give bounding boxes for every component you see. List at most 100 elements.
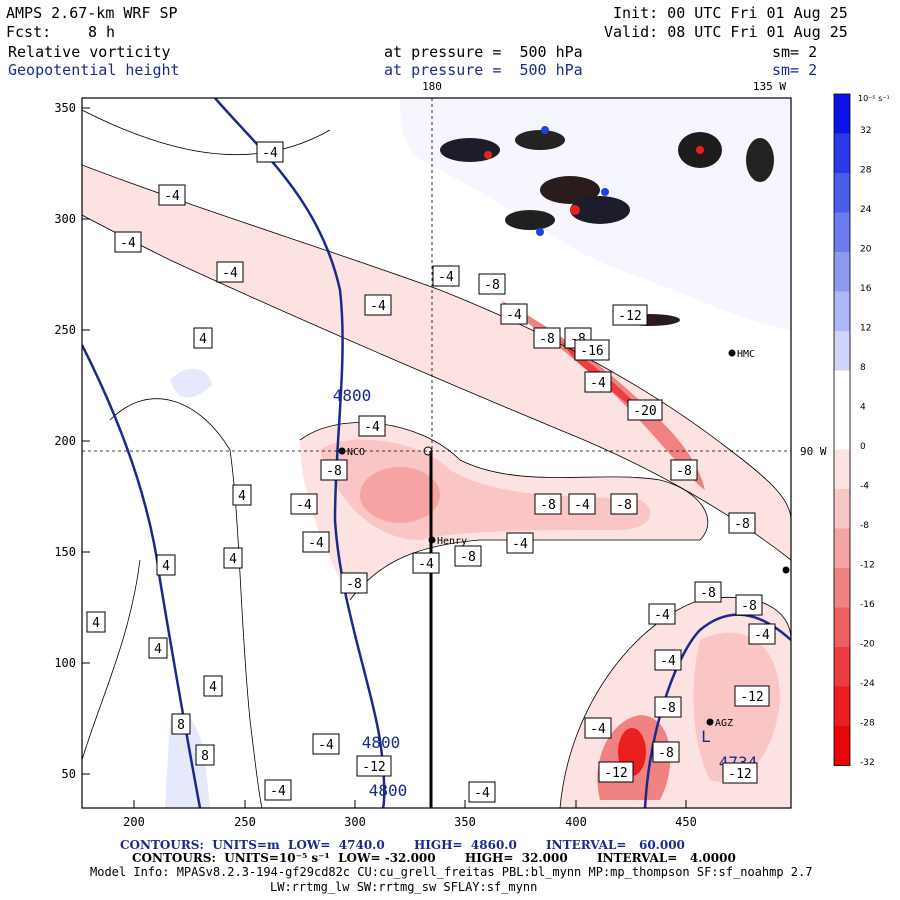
x-tick-label: 400 — [565, 815, 587, 829]
valid-time: Valid: 08 UTC Fri 01 Aug 25 — [604, 23, 848, 41]
footer-vorticity-contours: CONTOURS: UNITS=10⁻⁵ s⁻¹ LOW= -32.000 HI… — [132, 851, 736, 865]
svg-text:-8: -8 — [676, 464, 692, 479]
colorbar-swatch — [834, 568, 850, 608]
svg-text:-12: -12 — [362, 760, 385, 775]
vorticity-contour-label: -8 — [454, 545, 482, 567]
svg-text:-8: -8 — [539, 332, 555, 347]
colorbar-swatch — [834, 528, 850, 568]
vorticity-contour-label: 8 — [195, 744, 215, 766]
colorbar-label: -24 — [860, 679, 875, 689]
station-marker — [706, 718, 714, 726]
y-tick-label: 50 — [62, 767, 76, 781]
vorticity-contours — [82, 109, 791, 808]
y-tick-label: 100 — [54, 656, 76, 670]
vorticity-contour-label: -12 — [356, 755, 392, 777]
field1-name: Relative vorticity — [8, 43, 171, 61]
colorbar-label: 28 — [860, 166, 872, 176]
svg-text:-4: -4 — [474, 786, 490, 801]
vorticity-max-center — [360, 467, 440, 523]
vorticity-contour-label: -8 — [728, 512, 756, 534]
vorticity-contour-label: -4 — [506, 532, 534, 554]
plot-frame — [81, 97, 792, 809]
colorbar-swatch — [834, 291, 850, 331]
vorticity-cell-se2 — [693, 632, 780, 782]
station-label: Henry — [437, 536, 467, 547]
svg-text:-8: -8 — [326, 464, 342, 479]
height-contour-label: 4800 — [333, 386, 372, 405]
svg-text:-12: -12 — [728, 767, 751, 782]
low-pressure-label: L — [701, 727, 711, 746]
vorticity-contour-label: 4 — [203, 675, 223, 697]
station-label: HMC — [737, 349, 755, 360]
svg-text:-4: -4 — [120, 236, 136, 251]
field2-level: at pressure = 500 hPa — [384, 61, 583, 79]
colorbar-swatch — [834, 133, 850, 173]
vorticity-contour-label: -4 — [500, 303, 528, 325]
vorticity-contour-label: -4 — [290, 493, 318, 515]
colorbar-label: 0 — [860, 442, 866, 452]
longitude-label: 180 — [422, 80, 442, 93]
model-title: AMPS 2.67-km WRF SP — [6, 4, 178, 22]
svg-text:-16: -16 — [580, 344, 603, 359]
init-time: Init: 00 UTC Fri 01 Aug 25 — [613, 4, 848, 22]
footer-model-physics: LW:rrtmg_lw SW:rrtmg_sw SFLAY:sf_mynn — [270, 880, 538, 894]
svg-text:-4: -4 — [308, 536, 324, 551]
svg-text:-8: -8 — [460, 550, 476, 565]
svg-text:-4: -4 — [654, 608, 670, 623]
svg-text:-4: -4 — [438, 270, 454, 285]
colorbar-label: 24 — [860, 205, 872, 215]
colorbar-label: -8 — [860, 521, 869, 531]
vorticity-contour-label: -4 — [584, 371, 612, 393]
svg-text:4: 4 — [238, 489, 246, 504]
svg-text:8: 8 — [177, 718, 185, 733]
colorbar-swatch — [834, 173, 850, 213]
terrain-noise-blobs — [440, 126, 774, 326]
vorticity-contour-label: 4 — [148, 637, 168, 659]
svg-text:-4: -4 — [590, 722, 606, 737]
vorticity-contour-label: -8 — [694, 581, 722, 603]
field1-smoothing: sm= 2 — [772, 43, 818, 61]
y-tick-label: 200 — [54, 434, 76, 448]
colorbar-swatch — [834, 607, 850, 647]
station-label: NCO — [347, 447, 365, 458]
svg-text:-12: -12 — [740, 690, 763, 705]
svg-text:-8: -8 — [658, 746, 674, 761]
colorbar-label: 8 — [860, 363, 866, 373]
station-marker — [782, 566, 790, 574]
vorticity-contour-label: -4 — [256, 141, 284, 163]
station-label: AGZ — [715, 718, 733, 729]
colorbar-label: -28 — [860, 719, 875, 729]
vorticity-contour-label: -4 — [468, 781, 496, 803]
vorticity-contour-label: -4 — [302, 531, 330, 553]
vorticity-contour-label: -4 — [312, 733, 340, 755]
footer-height-contours: CONTOURS: UNITS=m LOW= 4740.0 HIGH= 4860… — [120, 838, 685, 852]
vorticity-contour-label: -4 — [264, 779, 292, 801]
svg-text:4: 4 — [199, 332, 207, 347]
vorticity-contour-label: -8 — [340, 572, 368, 594]
svg-text:-4: -4 — [590, 376, 606, 391]
x-tick-label: 300 — [344, 815, 366, 829]
svg-text:-8: -8 — [700, 586, 716, 601]
colorbar-swatch — [834, 489, 850, 529]
svg-text:-4: -4 — [270, 784, 286, 799]
vorticity-contour-label: -8 — [533, 327, 561, 349]
svg-text:-8: -8 — [540, 498, 556, 513]
colorbar-label: 4 — [860, 403, 866, 413]
vorticity-contour-label: -8 — [478, 273, 506, 295]
colorbar-label: 32 — [860, 126, 871, 136]
colorbar-label: 16 — [860, 284, 872, 294]
colorbar-swatch — [834, 252, 850, 292]
svg-text:-4: -4 — [418, 557, 434, 572]
svg-text:-12: -12 — [604, 766, 627, 781]
vorticity-contour-label: -4 — [648, 603, 676, 625]
vorticity-contour-label: -8 — [735, 594, 763, 616]
colorbar-swatch — [834, 449, 850, 489]
vorticity-contour-label: -8 — [610, 493, 638, 515]
svg-text:-4: -4 — [512, 537, 528, 552]
vorticity-contour-label: -4 — [358, 415, 386, 437]
svg-text:-8: -8 — [616, 498, 632, 513]
vorticity-contour-label: -4 — [584, 717, 612, 739]
station-marker — [428, 536, 436, 544]
svg-text:-4: -4 — [370, 299, 386, 314]
